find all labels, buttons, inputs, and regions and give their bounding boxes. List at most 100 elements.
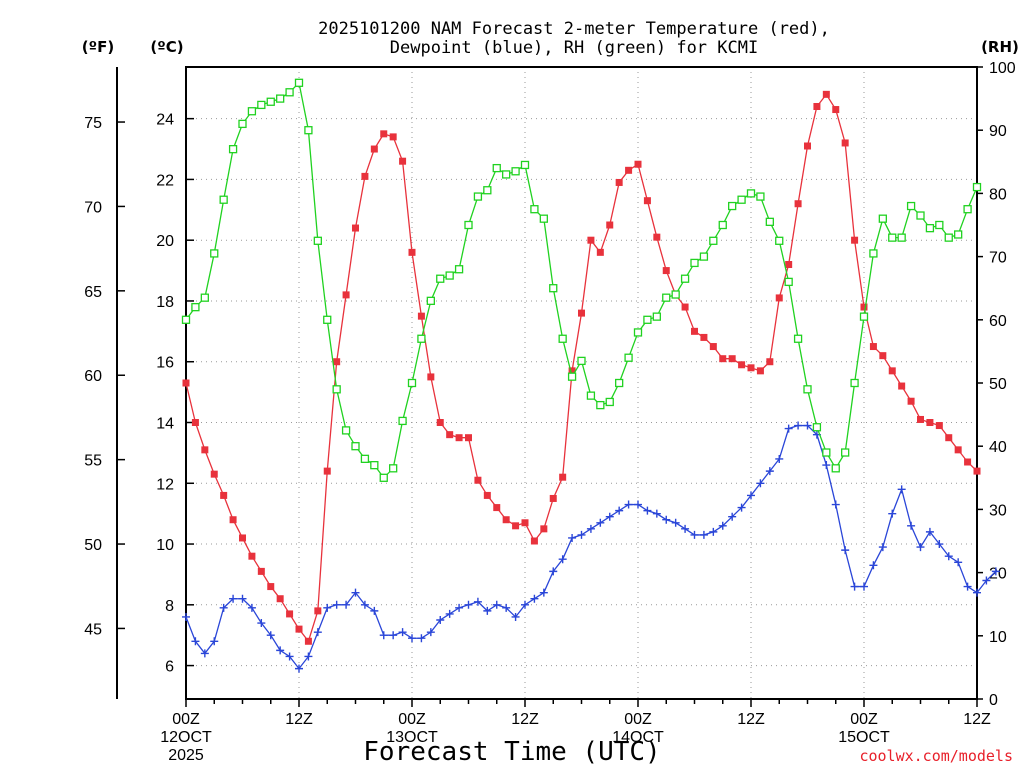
rh-point <box>963 205 972 214</box>
series-layer <box>181 78 1000 673</box>
dewpoint-point <box>483 606 492 615</box>
dewpoint-point <box>916 543 925 552</box>
temperature-point <box>559 473 567 481</box>
dewpoint-point <box>850 582 859 591</box>
rh-point <box>407 378 417 388</box>
dewpoint-point <box>257 619 266 628</box>
rh-point <box>671 290 680 299</box>
temperature-point <box>220 491 228 499</box>
temperature-point <box>841 139 849 147</box>
celsius-tick-label: 22 <box>156 172 174 189</box>
rh-point <box>906 201 916 211</box>
fahrenheit-tick-label: 55 <box>84 453 102 470</box>
rh-point <box>351 442 360 451</box>
rh-point <box>643 315 652 324</box>
dewpoint-point <box>182 612 190 621</box>
temperature-point <box>257 567 265 575</box>
rh-point <box>304 126 313 135</box>
series-rh <box>181 78 982 482</box>
dewpoint-point <box>860 582 868 591</box>
rh-point <box>605 397 614 407</box>
rh-point <box>841 448 850 457</box>
dewpoint-point <box>822 461 831 470</box>
dewpoint-point <box>888 509 897 518</box>
rh-point <box>341 426 351 435</box>
dewpoint-point <box>784 424 793 433</box>
rh-point <box>473 192 483 201</box>
chart-title-line-1: 2025101200 NAM Forecast 2-meter Temperat… <box>318 19 830 39</box>
temperature-point <box>851 236 859 244</box>
rh-point <box>972 182 982 192</box>
dewpoint-point <box>492 600 501 609</box>
dewpoint-point <box>944 552 953 561</box>
x-tick-label: 00Z <box>850 711 878 728</box>
dewpoint-point <box>747 491 755 500</box>
temperature-point <box>888 367 896 375</box>
dewpoint-point <box>445 609 454 618</box>
dewpoint-point <box>464 600 473 609</box>
dewpoint-point <box>342 600 351 609</box>
axes-layer: 6 8 10 12 14 16 18 20 22 24 45 50 55 60 65 70 75 0 10 20 30 4… <box>84 60 1016 764</box>
rh-unit-label: (RH) <box>981 38 1019 56</box>
rh-point <box>483 186 492 195</box>
rh-line <box>185 81 978 479</box>
rh-point <box>756 192 765 201</box>
temperature-point <box>248 552 256 560</box>
rh-point <box>925 224 935 233</box>
dewpoint-point <box>775 454 784 463</box>
celsius-tick-label: 18 <box>156 294 174 311</box>
temperature-point <box>493 504 501 512</box>
temperature-point <box>954 446 962 454</box>
temperature-point <box>907 397 915 405</box>
temperature-point <box>333 358 341 366</box>
temperature-point <box>756 367 764 375</box>
temperature-point <box>643 197 651 205</box>
temperature-point <box>201 446 209 454</box>
rh-point <box>746 189 756 198</box>
rh-point <box>586 391 596 400</box>
rh-tick-label: 100 <box>989 60 1016 77</box>
dewpoint-point <box>699 530 708 539</box>
temperature-point <box>370 145 378 153</box>
rh-point <box>662 293 671 302</box>
celsius-tick-label: 12 <box>156 476 174 493</box>
temperature-point <box>502 516 510 524</box>
celsius-tick-label: 24 <box>156 112 174 129</box>
temperature-point <box>549 494 557 502</box>
celsius-unit-label: (ºC) <box>150 38 183 56</box>
rh-point <box>558 334 567 343</box>
dewpoint-point <box>907 521 916 530</box>
dewpoint-point <box>803 421 812 430</box>
fahrenheit-tick-label: 65 <box>84 284 102 301</box>
dewpoint-point <box>238 594 247 603</box>
rh-point <box>850 378 859 388</box>
temperature-point <box>653 233 661 241</box>
dewpoint-point <box>473 597 482 606</box>
dewpoint-point <box>360 600 369 609</box>
temperature-point <box>973 467 981 475</box>
rh-point <box>596 400 605 410</box>
temperature-point <box>399 157 407 165</box>
dewpoint-point <box>455 603 464 612</box>
rh-point <box>793 334 803 343</box>
rh-tick-label: 80 <box>989 186 1007 203</box>
temperature-point <box>417 312 425 320</box>
temperature-point <box>926 419 934 426</box>
rh-point <box>436 274 445 283</box>
rh-point <box>294 78 304 87</box>
fahrenheit-tick-label: 50 <box>84 537 102 554</box>
rh-point <box>210 249 219 258</box>
dewpoint-point <box>323 603 332 612</box>
temperature-point <box>606 221 614 229</box>
celsius-tick-label: 20 <box>156 233 174 250</box>
temperature-point <box>813 103 821 110</box>
temperature-point <box>634 160 642 168</box>
celsius-tick-label: 16 <box>156 355 174 372</box>
temperature-point <box>455 434 463 442</box>
credit-label: coolwx.com/models <box>859 747 1013 765</box>
dewpoint-point <box>954 558 963 567</box>
temperature-point <box>662 267 670 275</box>
x-tick-date-label: 12OCT <box>160 729 212 746</box>
dewpoint-point <box>577 530 586 539</box>
x-tick-label: 12Z <box>963 711 991 728</box>
